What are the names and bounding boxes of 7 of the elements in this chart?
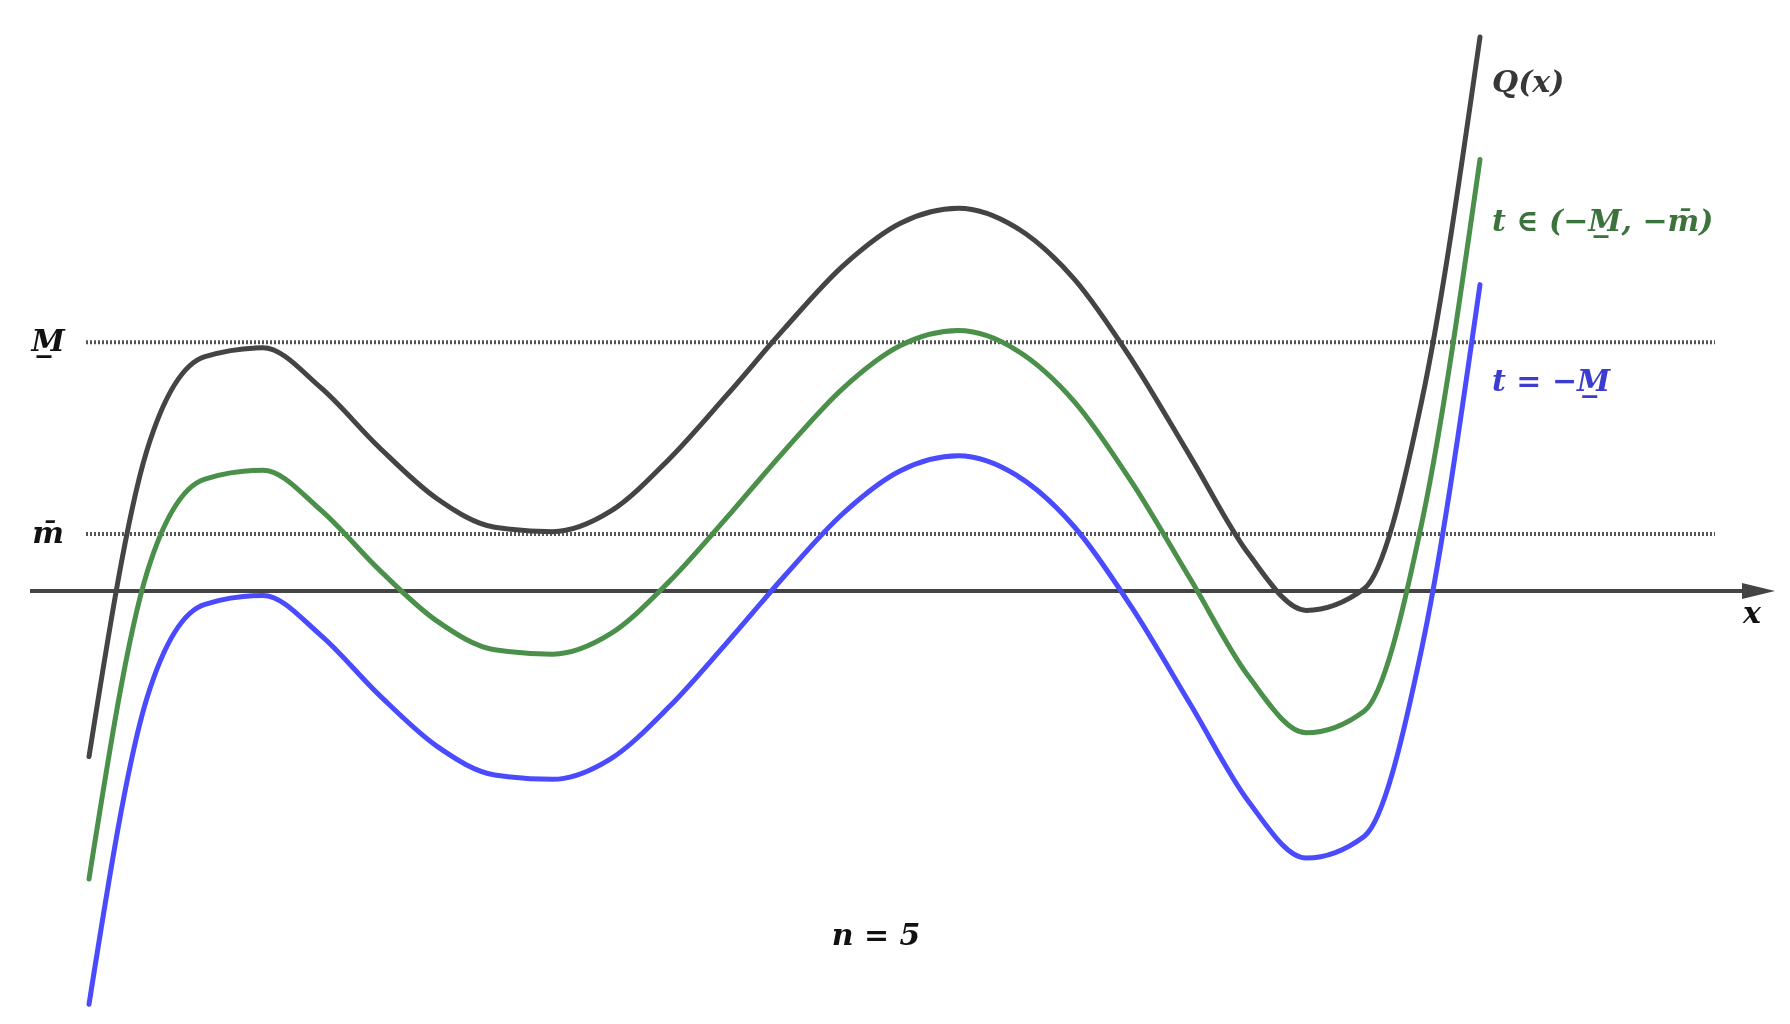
text: x [1742, 595, 1763, 630]
annotation: n = 5 [831, 917, 921, 952]
ref-line-label: M̲ [30, 323, 66, 359]
series-label: t = −M̲ [1492, 362, 1612, 398]
series-label: t ∈ (−M̲, −m̄) [1492, 203, 1714, 239]
series-label: Q(x) [1492, 64, 1565, 99]
ref-line-label: m̄ [32, 514, 64, 550]
